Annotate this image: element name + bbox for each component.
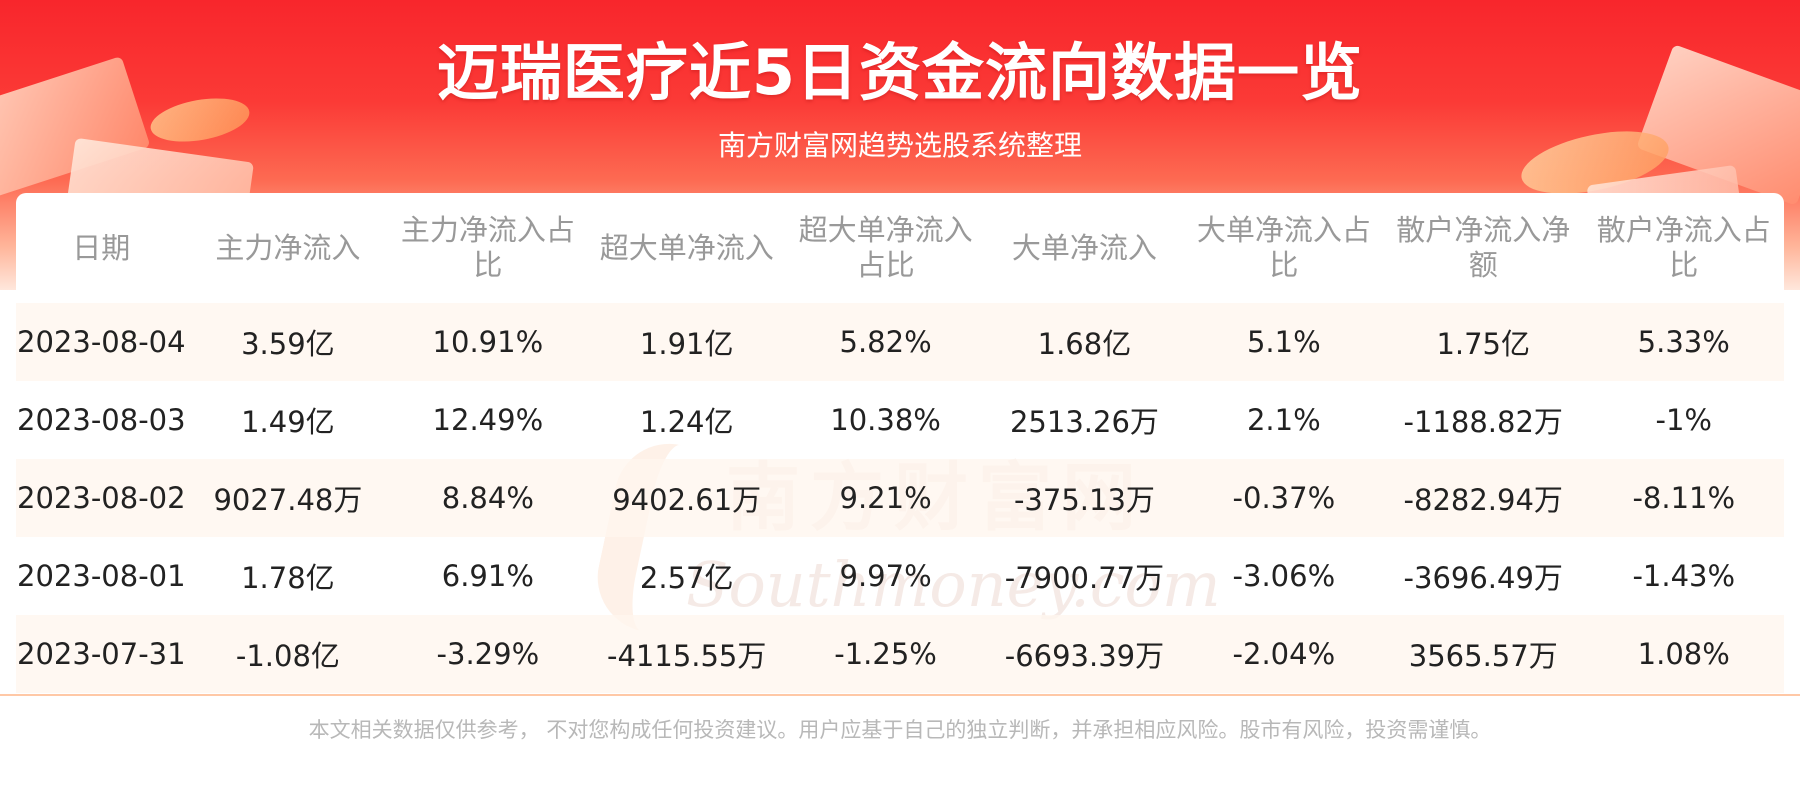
cell-date: 2023-08-04 (16, 303, 187, 381)
cell-large-net-inflow: 1.68亿 (984, 303, 1185, 381)
cell-retail-net-inflow-ratio: 1.08% (1583, 615, 1784, 693)
cell-main-net-inflow-ratio: 10.91% (389, 303, 587, 381)
cell-main-net-inflow-ratio: 8.84% (389, 459, 587, 537)
table-header-row: 日期 主力净流入 主力净流入占比 超大单净流入 超大单净流入占比 大单净流入 大… (16, 193, 1784, 303)
cell-super-large-net-inflow: -4115.55万 (586, 615, 787, 693)
cell-super-large-net-inflow: 1.24亿 (639, 405, 734, 439)
cell-retail-net-inflow: 1.75亿 (1383, 303, 1584, 381)
cell-large-net-inflow: -375.13万 (984, 459, 1185, 537)
table-row: 2023-08-04 3.59亿 10.91% 1.91亿 5.82% 1.68… (16, 303, 1784, 381)
fund-flow-table: 日期 主力净流入 主力净流入占比 超大单净流入 超大单净流入占比 大单净流入 大… (16, 193, 1784, 693)
cell-main-net-inflow-ratio: -3.29% (389, 615, 587, 693)
cell-super-large-net-inflow-ratio: -1.25% (786, 615, 985, 693)
column-header-retail-net-inflow-ratio: 散户净流入占比 (1596, 213, 1771, 282)
cell-retail-net-inflow: -1188.82万 (1403, 405, 1563, 439)
cell-main-net-inflow-ratio: 6.91% (441, 559, 534, 593)
cell-date: 2023-07-31 (16, 615, 187, 693)
column-header-main-net-inflow: 主力净流入 (215, 230, 361, 265)
cell-main-net-inflow: 9027.48万 (186, 459, 390, 537)
cell-large-net-inflow-ratio: -0.37% (1184, 459, 1383, 537)
cell-main-net-inflow: 1.49亿 (241, 405, 335, 439)
cell-large-net-inflow: -6693.39万 (984, 615, 1185, 693)
cell-large-net-inflow-ratio: 5.1% (1184, 303, 1383, 381)
cell-retail-net-inflow-ratio: 5.33% (1583, 303, 1784, 381)
page-title: 迈瑞医疗近5日资金流向数据一览 (436, 36, 1364, 109)
cell-super-large-net-inflow: 1.91亿 (586, 303, 787, 381)
disclaimer-text: 本文相关数据仅供参考， 不对您构成任何投资建议。用户应基于自己的独立判断，并承担… (308, 718, 1492, 742)
cell-super-large-net-inflow-ratio: 9.97% (839, 559, 932, 593)
cell-date: 2023-08-01 (17, 559, 186, 593)
table-row: 2023-08-01 1.78亿 6.91% 2.57亿 9.97% -7900… (16, 537, 1784, 615)
column-header-date: 日期 (72, 230, 131, 265)
cell-date: 2023-08-02 (16, 459, 187, 537)
cell-main-net-inflow: 1.78亿 (241, 561, 335, 595)
column-header-large-net-inflow-ratio: 大单净流入占比 (1196, 213, 1371, 282)
cell-large-net-inflow-ratio: 2.1% (1246, 403, 1321, 437)
cell-main-net-inflow: -1.08亿 (186, 615, 390, 693)
page-subtitle: 南方财富网趋势选股系统整理 (717, 129, 1082, 162)
table-row: 2023-07-31 -1.08亿 -3.29% -4115.55万 -1.25… (16, 615, 1784, 693)
cell-retail-net-inflow: -3696.49万 (1403, 561, 1563, 595)
cell-super-large-net-inflow-ratio: 10.38% (830, 403, 941, 437)
cell-super-large-net-inflow-ratio: 9.21% (786, 459, 985, 537)
cell-retail-net-inflow-ratio: -1.43% (1632, 559, 1736, 593)
cell-large-net-inflow-ratio: -3.06% (1232, 559, 1336, 593)
cell-retail-net-inflow: 3565.57万 (1383, 615, 1584, 693)
cell-retail-net-inflow-ratio: -1% (1655, 403, 1712, 437)
cell-large-net-inflow: 2513.26万 (1009, 405, 1159, 439)
table-bottom-divider (0, 694, 1800, 696)
cell-large-net-inflow-ratio: -2.04% (1184, 615, 1383, 693)
cell-date: 2023-08-03 (17, 403, 186, 437)
cell-retail-net-inflow: -8282.94万 (1383, 459, 1584, 537)
column-header-large-net-inflow: 大单净流入 (1011, 230, 1157, 265)
cell-main-net-inflow: 3.59亿 (186, 303, 390, 381)
cell-large-net-inflow: -7900.77万 (1004, 561, 1165, 595)
table-row: 2023-08-02 9027.48万 8.84% 9402.61万 9.21%… (16, 459, 1784, 537)
column-header-super-large-net-inflow-ratio: 超大单净流入占比 (798, 213, 973, 282)
cell-main-net-inflow-ratio: 12.49% (432, 403, 544, 437)
column-header-super-large-net-inflow: 超大单净流入 (599, 230, 774, 265)
column-header-retail-net-inflow: 散户净流入净额 (1396, 213, 1571, 282)
cell-super-large-net-inflow: 2.57亿 (639, 561, 734, 595)
table-row: 2023-08-03 1.49亿 12.49% 1.24亿 10.38% 251… (16, 381, 1784, 459)
column-header-main-net-inflow-ratio: 主力净流入占比 (400, 213, 575, 282)
cell-super-large-net-inflow: 9402.61万 (586, 459, 787, 537)
cell-super-large-net-inflow-ratio: 5.82% (786, 303, 985, 381)
data-card: 南方财富网 Southmoney.com 日期 主力净流入 主力净流入占比 超大… (16, 193, 1784, 695)
cell-retail-net-inflow-ratio: -8.11% (1583, 459, 1784, 537)
